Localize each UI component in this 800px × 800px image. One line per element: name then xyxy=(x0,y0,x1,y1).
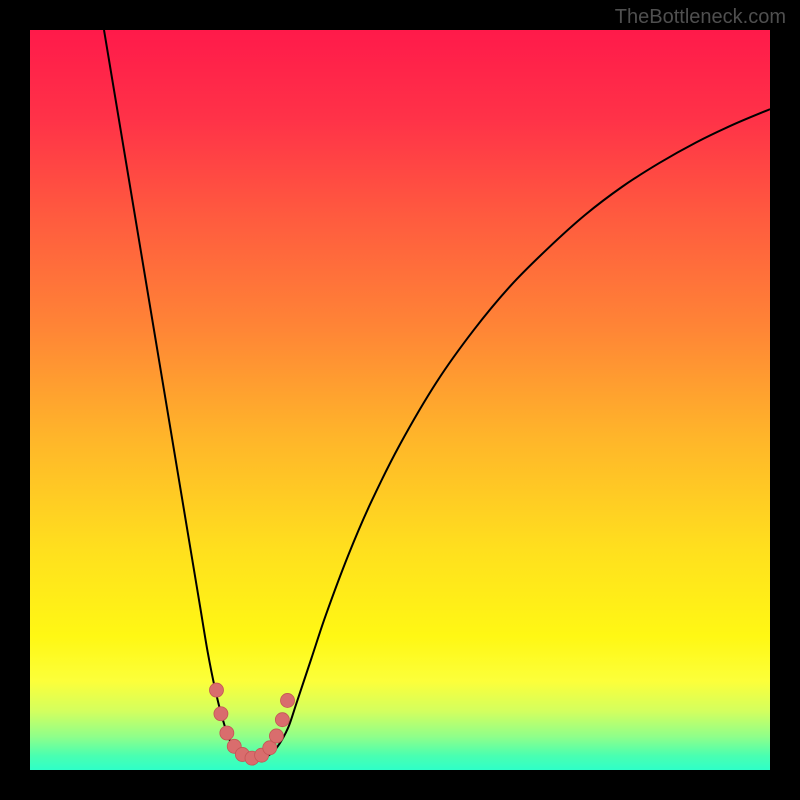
marker-point xyxy=(214,707,228,721)
chart-background xyxy=(30,30,770,770)
marker-point xyxy=(209,683,223,697)
marker-point xyxy=(220,726,234,740)
bottleneck-chart xyxy=(30,30,770,770)
marker-point xyxy=(269,729,283,743)
marker-point xyxy=(281,693,295,707)
marker-point xyxy=(275,713,289,727)
chart-svg xyxy=(30,30,770,770)
watermark-text: TheBottleneck.com xyxy=(615,6,786,29)
